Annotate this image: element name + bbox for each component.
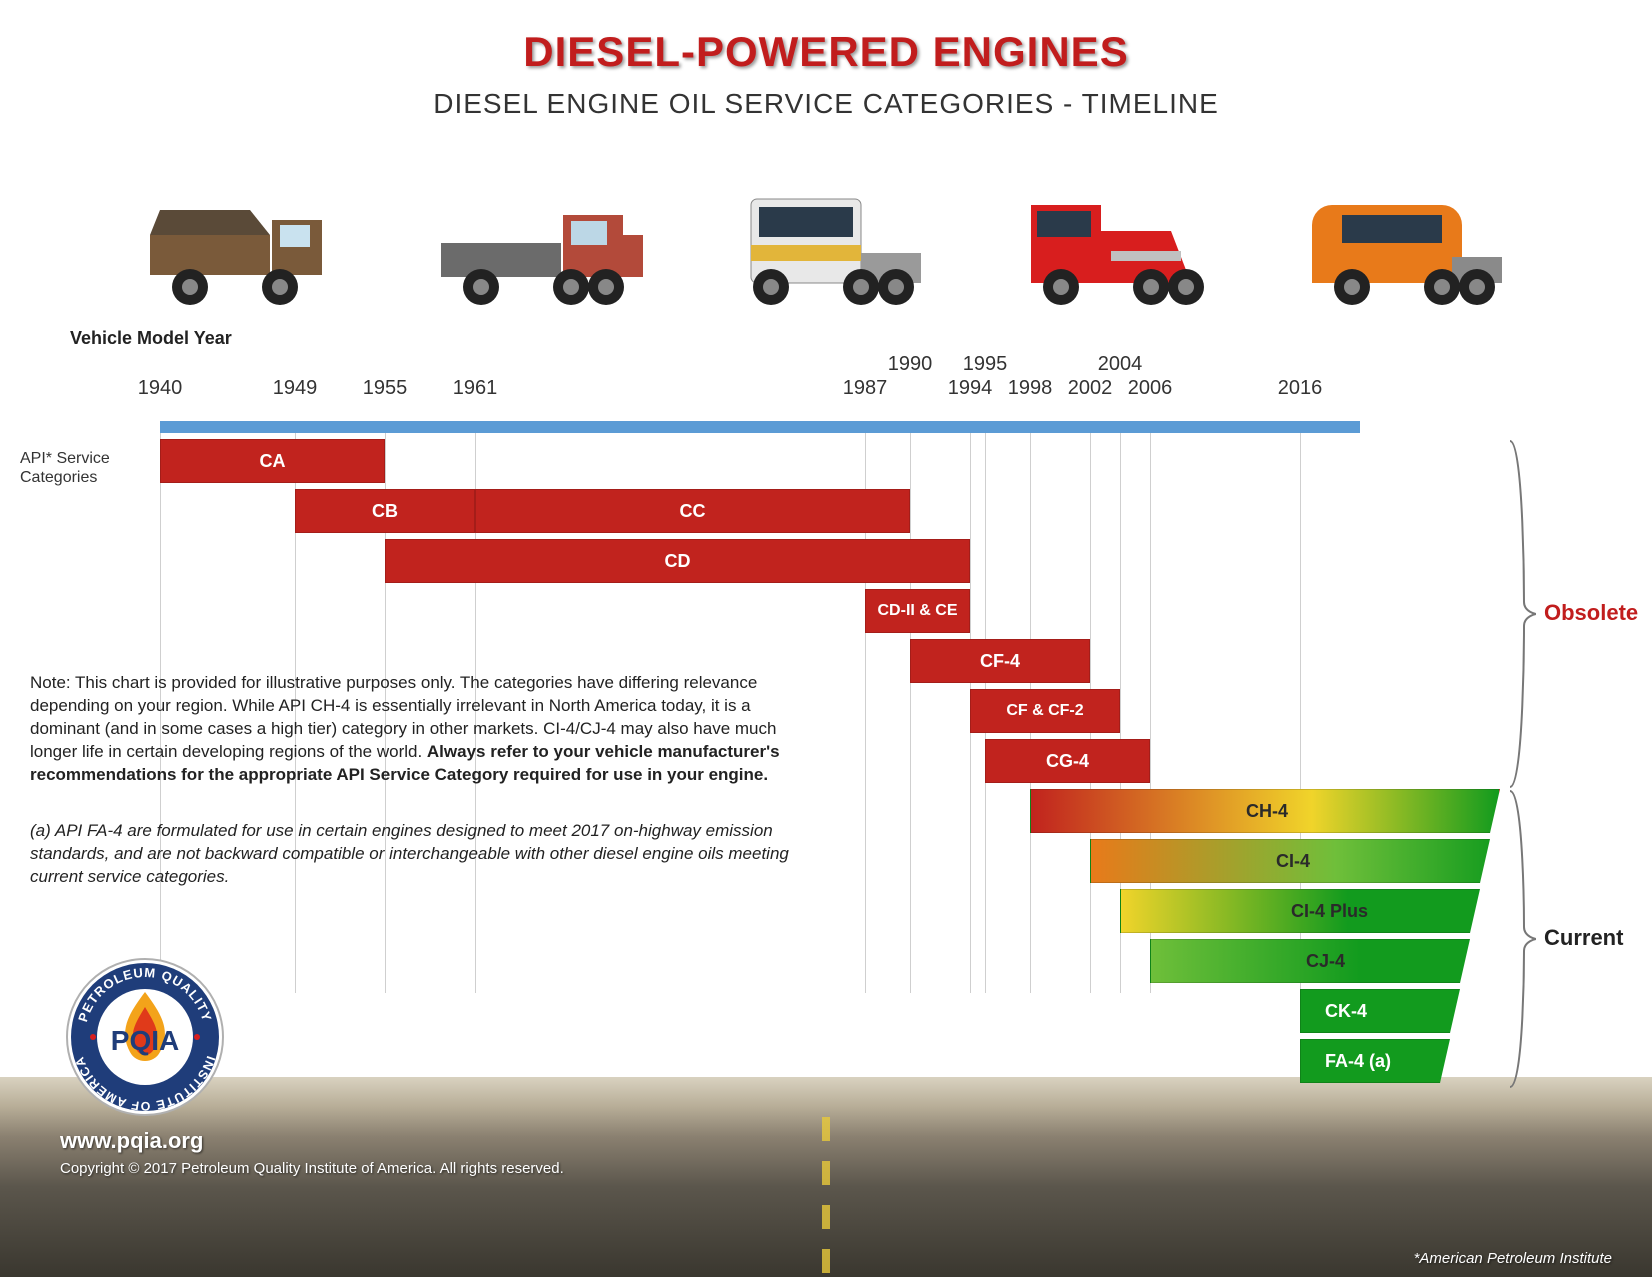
year-tick: 2004: [1098, 353, 1143, 376]
side-category-label: API* ServiceCategories: [20, 449, 140, 487]
note-a-text: (a) API FA-4 are formulated for use in c…: [30, 820, 790, 889]
brace-current: [1506, 789, 1536, 1089]
category-bar-obsolete: CD-II & CE: [865, 589, 970, 633]
year-tick: 1961: [453, 377, 498, 400]
timeline-bluebar: [160, 421, 1360, 433]
axis-label: Vehicle Model Year: [70, 328, 1592, 349]
category-bar-current: CH-4: [1030, 789, 1500, 833]
year-tick: 1990: [888, 353, 933, 376]
pqia-logo: PETROLEUM QUALITY INSTITUTE OF AMERICA P…: [60, 952, 230, 1122]
category-bar-obsolete: CC: [475, 489, 910, 533]
note-text: Note: This chart is provided for illustr…: [30, 672, 820, 787]
year-tick: 2016: [1278, 377, 1323, 400]
status-label-current: Current: [1544, 925, 1623, 951]
category-bar-obsolete: CA: [160, 439, 385, 483]
category-bar-obsolete: CF & CF-2: [970, 689, 1120, 733]
page-root: DIESEL-POWERED ENGINES DIESEL ENGINE OIL…: [0, 0, 1652, 1277]
category-bar-current: CJ-4: [1150, 939, 1500, 983]
year-tick: 1955: [363, 377, 408, 400]
category-bar-obsolete: CG-4: [985, 739, 1150, 783]
category-bar-current: FA-4 (a): [1300, 1039, 1500, 1083]
category-bar-current: CI-4: [1090, 839, 1500, 883]
year-row-lower: 1940 1949 1955 1961 1987 1994 1998 2002 2006 2016: [60, 377, 1592, 405]
footer-block: PETROLEUM QUALITY INSTITUTE OF AMERICA P…: [60, 952, 564, 1177]
truck-icon: [1292, 165, 1522, 320]
truck-icon: [1001, 165, 1231, 320]
category-bar-current: CK-4: [1300, 989, 1500, 1033]
year-tick: 1995: [963, 353, 1008, 376]
year-tick: 1994: [948, 377, 993, 400]
tick-line: [910, 433, 911, 993]
category-bar-obsolete: CB: [295, 489, 475, 533]
truck-row: [100, 150, 1552, 320]
svg-text:PQIA: PQIA: [111, 1025, 179, 1056]
truck-icon: [130, 165, 360, 320]
brace-obsolete: [1506, 439, 1536, 789]
page-title: DIESEL-POWERED ENGINES: [60, 28, 1592, 76]
page-subtitle: DIESEL ENGINE OIL SERVICE CATEGORIES - T…: [60, 88, 1592, 120]
footnote-api: *American Petroleum Institute: [1414, 1250, 1612, 1267]
year-tick: 1949: [273, 377, 318, 400]
truck-icon: [421, 165, 651, 320]
year-tick: 1987: [843, 377, 888, 400]
category-bar-current: CI-4 Plus: [1120, 889, 1500, 933]
year-tick: 2002: [1068, 377, 1113, 400]
year-tick: 1998: [1008, 377, 1053, 400]
truck-icon: [711, 165, 941, 320]
footer-url: www.pqia.org: [60, 1128, 203, 1154]
category-bar-obsolete: CF-4: [910, 639, 1090, 683]
category-bar-obsolete: CD: [385, 539, 970, 583]
year-tick: 2006: [1128, 377, 1173, 400]
footer-copyright: Copyright © 2017 Petroleum Quality Insti…: [60, 1160, 564, 1177]
status-label-obsolete: Obsolete: [1544, 600, 1638, 626]
year-tick: 1940: [138, 377, 183, 400]
year-row-upper: 1990 1995 2004: [60, 353, 1592, 377]
